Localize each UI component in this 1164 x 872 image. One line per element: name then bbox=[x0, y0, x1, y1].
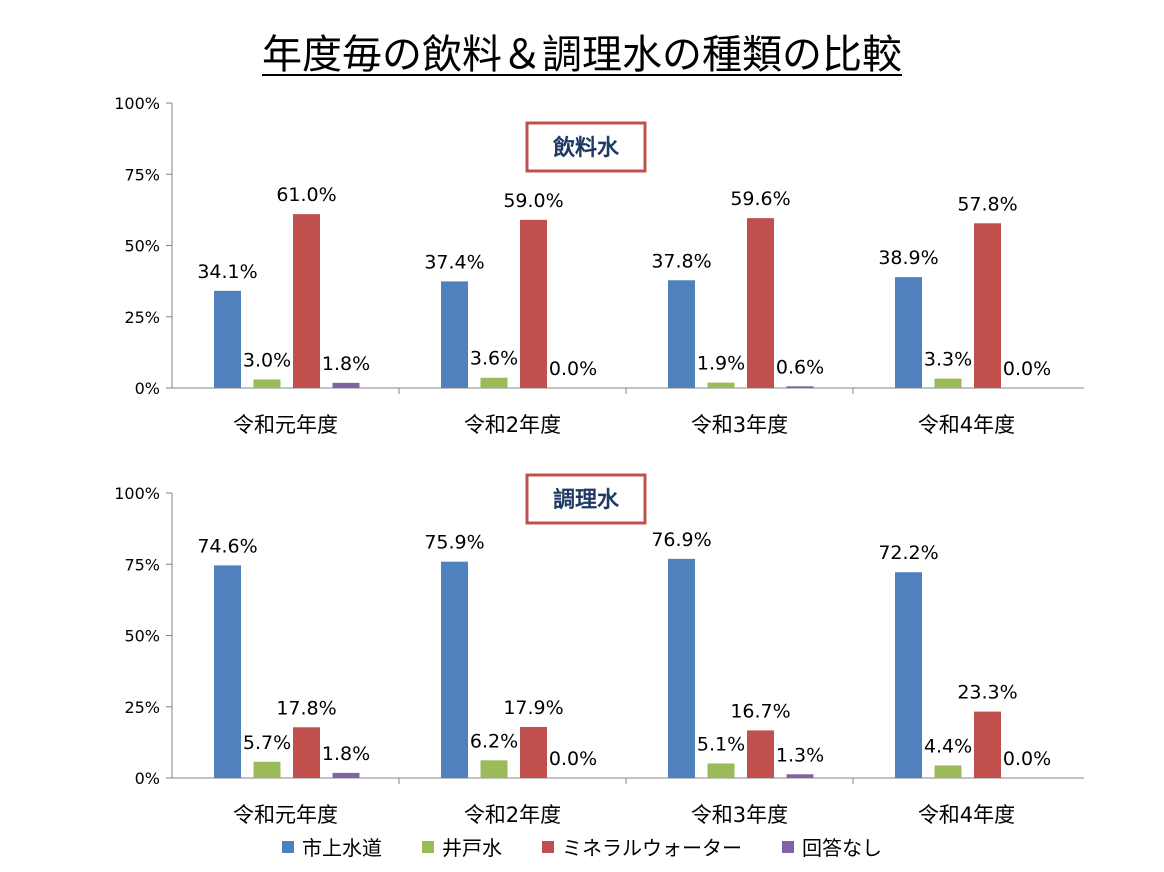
data-label-tap: 74.6% bbox=[197, 535, 257, 557]
category-label: 令和3年度 bbox=[691, 413, 788, 437]
panel-title: 飲料水 bbox=[552, 135, 620, 161]
data-label-well: 3.3% bbox=[924, 349, 972, 371]
panel-title-box bbox=[525, 473, 647, 525]
legend-label-well: 井戸水 bbox=[442, 836, 502, 860]
bar-tap bbox=[668, 558, 695, 778]
category-label: 令和2年度 bbox=[464, 803, 561, 827]
page-title: 年度毎の飲料＆調理水の種類の比較 bbox=[262, 32, 902, 78]
bar-well bbox=[934, 765, 962, 778]
legend: 市上水道 井戸水 ミネラルウォーター 回答なし bbox=[0, 832, 1164, 861]
bar-mineral bbox=[747, 218, 774, 388]
bar-tap bbox=[441, 281, 468, 388]
y-tick-label: 0% bbox=[135, 379, 160, 398]
y-tick-label: 75% bbox=[124, 165, 160, 184]
legend-swatch-none bbox=[782, 840, 794, 853]
data-label-none: 0.0% bbox=[549, 358, 597, 380]
y-tick-label: 25% bbox=[124, 308, 160, 327]
bar-well bbox=[253, 379, 281, 388]
panel-title: 調理水 bbox=[553, 487, 620, 513]
data-label-mineral: 59.0% bbox=[503, 190, 563, 212]
legend-item-tap: 市上水道 bbox=[282, 832, 382, 861]
category-label: 令和2年度 bbox=[464, 413, 561, 437]
data-label-tap: 72.2% bbox=[878, 542, 938, 564]
bar-well bbox=[253, 761, 281, 778]
data-label-tap: 34.1% bbox=[197, 261, 257, 283]
data-label-well: 6.2% bbox=[470, 730, 518, 752]
bar-well bbox=[707, 382, 735, 388]
data-label-mineral: 17.8% bbox=[276, 697, 336, 719]
bar-mineral bbox=[974, 223, 1001, 388]
data-label-mineral: 17.9% bbox=[503, 697, 563, 719]
data-label-none: 0.0% bbox=[549, 748, 597, 770]
data-label-mineral: 57.8% bbox=[957, 193, 1017, 215]
bar-mineral bbox=[293, 727, 320, 778]
y-tick-label: 100% bbox=[114, 94, 160, 113]
data-label-well: 4.4% bbox=[924, 735, 972, 757]
bar-mineral bbox=[293, 214, 320, 388]
data-label-mineral: 59.6% bbox=[730, 188, 790, 210]
data-label-none: 1.8% bbox=[322, 743, 370, 765]
legend-item-none: 回答なし bbox=[782, 832, 882, 861]
bar-none bbox=[786, 774, 814, 778]
data-label-mineral: 16.7% bbox=[730, 700, 790, 722]
data-label-well: 1.9% bbox=[697, 353, 745, 375]
category-label: 令和4年度 bbox=[918, 803, 1015, 827]
legend-swatch-mineral bbox=[542, 840, 554, 853]
bar-none bbox=[786, 386, 814, 388]
legend-label-none: 回答なし bbox=[802, 836, 882, 860]
data-label-well: 3.0% bbox=[243, 349, 291, 371]
y-tick-label: 100% bbox=[114, 484, 160, 503]
bar-mineral bbox=[974, 711, 1001, 778]
data-label-none: 0.6% bbox=[776, 356, 824, 378]
bar-well bbox=[480, 377, 508, 388]
y-tick-label: 25% bbox=[124, 698, 160, 717]
data-label-mineral: 23.3% bbox=[957, 682, 1017, 704]
bar-well bbox=[480, 760, 508, 778]
category-label: 令和元年度 bbox=[233, 413, 338, 437]
category-label: 令和3年度 bbox=[691, 803, 788, 827]
bar-tap bbox=[214, 565, 241, 778]
data-label-tap: 75.9% bbox=[424, 532, 484, 554]
data-label-none: 0.0% bbox=[1003, 748, 1051, 770]
data-label-none: 1.8% bbox=[322, 353, 370, 375]
bar-tap bbox=[895, 277, 922, 388]
data-label-well: 5.1% bbox=[697, 733, 745, 755]
legend-swatch-tap bbox=[282, 840, 294, 853]
data-label-tap: 37.8% bbox=[651, 250, 711, 272]
bar-tap bbox=[895, 572, 922, 778]
legend-item-well: 井戸水 bbox=[422, 832, 502, 861]
bar-well bbox=[934, 378, 962, 388]
legend-swatch-well bbox=[422, 840, 434, 853]
panel-title-box bbox=[525, 121, 647, 173]
legend-label-mineral: ミネラルウォーター bbox=[562, 836, 742, 860]
data-label-tap: 76.9% bbox=[651, 529, 711, 551]
legend-label-tap: 市上水道 bbox=[302, 836, 382, 860]
y-tick-label: 75% bbox=[124, 555, 160, 574]
y-tick-label: 0% bbox=[135, 769, 160, 788]
y-tick-label: 50% bbox=[124, 237, 160, 256]
bar-none bbox=[332, 382, 360, 388]
bar-mineral bbox=[747, 730, 774, 778]
data-label-none: 0.0% bbox=[1003, 358, 1051, 380]
bar-mineral bbox=[520, 219, 547, 388]
bar-tap bbox=[214, 290, 241, 388]
legend-item-mineral: ミネラルウォーター bbox=[542, 832, 742, 861]
data-label-mineral: 61.0% bbox=[276, 184, 336, 206]
category-label: 令和4年度 bbox=[918, 413, 1015, 437]
data-label-tap: 37.4% bbox=[424, 251, 484, 273]
y-tick-label: 50% bbox=[124, 627, 160, 646]
bar-tap bbox=[441, 561, 468, 778]
bar-well bbox=[707, 763, 735, 778]
data-label-none: 1.3% bbox=[776, 744, 824, 766]
data-label-well: 5.7% bbox=[243, 732, 291, 754]
data-label-tap: 38.9% bbox=[878, 247, 938, 269]
category-label: 令和元年度 bbox=[233, 803, 338, 827]
bar-none bbox=[332, 772, 360, 778]
data-label-well: 3.6% bbox=[470, 348, 518, 370]
bar-mineral bbox=[520, 726, 547, 778]
bar-tap bbox=[668, 280, 695, 388]
